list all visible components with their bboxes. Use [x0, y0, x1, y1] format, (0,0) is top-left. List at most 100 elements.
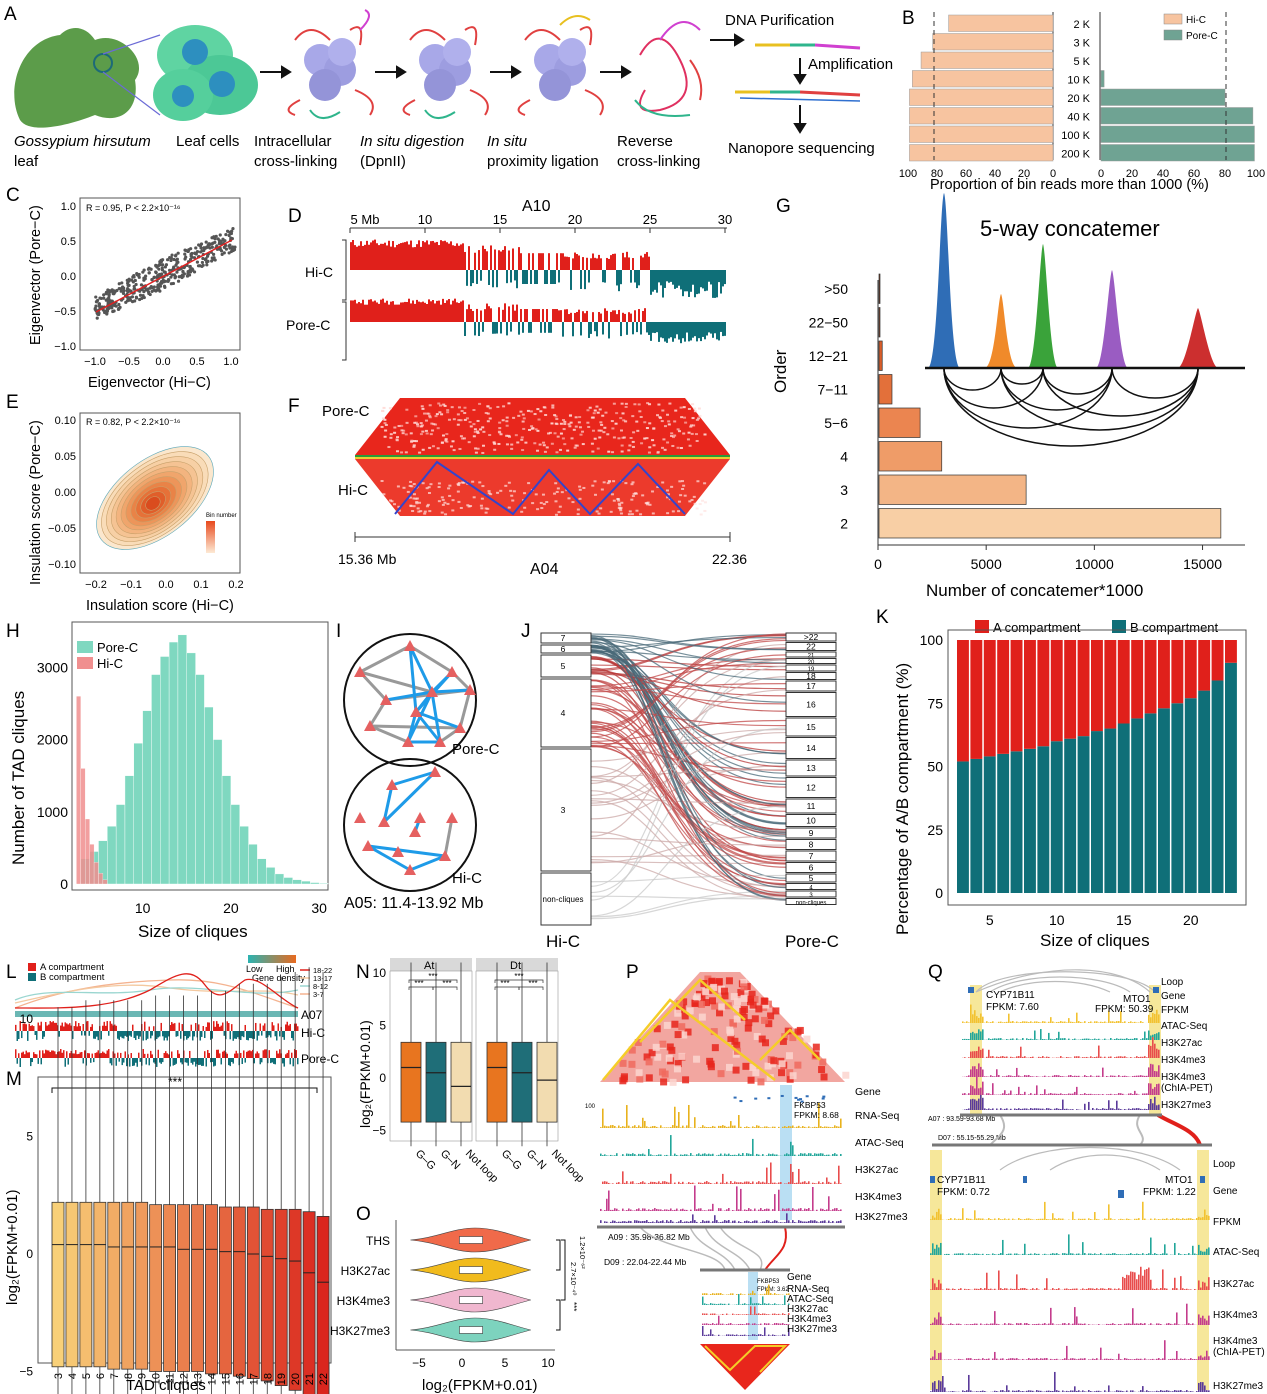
- q-bottom-track-bar: [1088, 1359, 1090, 1360]
- p-track-bar: [616, 1153, 618, 1156]
- l-track-bar: [145, 1058, 147, 1065]
- m-box: [232, 1206, 246, 1377]
- q-top-track-bar: [1102, 1067, 1104, 1077]
- d-track-bar: [464, 322, 466, 336]
- p-track-bar-bottom: [710, 1323, 712, 1325]
- n-xtick: G–N: [438, 1148, 463, 1173]
- j-flow: [590, 708, 787, 727]
- c-point: [210, 259, 214, 263]
- p-track-bar: [614, 1220, 616, 1223]
- p-track-label-bottom: RNA-Seq: [787, 1284, 829, 1295]
- p-track-bar-bottom: [764, 1293, 766, 1295]
- q-bottom-track-bar: [1082, 1390, 1084, 1392]
- l-track-bar: [232, 1058, 234, 1064]
- l-track-bar: [247, 1050, 249, 1058]
- p-track-bar: [746, 1126, 748, 1128]
- l-track-bar: [223, 1050, 225, 1058]
- q-bottom-track-bar: [978, 1218, 980, 1220]
- l-track-bar: [27, 1031, 29, 1041]
- q-top-track-bar: [1004, 1090, 1006, 1095]
- c-point: [146, 267, 151, 271]
- d-track-bar: [528, 322, 530, 333]
- i-node: [426, 686, 438, 697]
- q-bottom-track-bar: [1126, 1358, 1128, 1360]
- q-top-track-bar: [1032, 1039, 1034, 1040]
- q-top-track-bar: [1088, 1022, 1090, 1023]
- j-flow: [590, 689, 787, 796]
- f-noise-dot: [475, 430, 479, 433]
- f-noise-dot: [693, 410, 697, 413]
- d-track-bar: [658, 322, 660, 342]
- q-bottom-track-bar: [1118, 1390, 1120, 1392]
- f-noise-dot: [666, 512, 670, 515]
- p-heat-cell: [779, 1037, 787, 1045]
- p-track-bar-bottom: [720, 1293, 722, 1295]
- d-track-bar: [546, 270, 548, 284]
- l-track-bar: [295, 1050, 297, 1058]
- p-track-bar: [702, 1125, 704, 1128]
- q-bottom-track-bar: [1042, 1218, 1044, 1220]
- d-track-bar: [650, 322, 652, 341]
- l-track-bar: [208, 1022, 210, 1031]
- d-track-bar: [398, 243, 400, 270]
- f-noise-dot: [476, 419, 480, 422]
- q-bottom-track-bar: [934, 1217, 936, 1220]
- q-bottom-track-bar: [1004, 1323, 1006, 1325]
- q-bottom-track-bar: [1190, 1218, 1192, 1220]
- f-noise-dot: [395, 439, 399, 442]
- l-track-bar: [235, 1031, 237, 1039]
- l-track-bar: [297, 1058, 299, 1065]
- k-bar-a: [1184, 640, 1197, 699]
- p-heat-cell: [619, 1077, 627, 1085]
- p-track-bar: [690, 1182, 692, 1184]
- q-top-track-bar: [1130, 1038, 1132, 1040]
- f-noise-dot: [629, 436, 633, 439]
- q-bottom-track-bar: [988, 1324, 990, 1325]
- q-top-track-bar: [978, 1098, 980, 1110]
- p-track-bar-bottom: [732, 1324, 734, 1325]
- p-track-bar: [624, 1182, 626, 1184]
- n-facet-dt-header: [476, 958, 558, 971]
- d-track-bar: [482, 245, 484, 270]
- l-track-bar: [108, 1049, 110, 1058]
- f-noise-dot: [432, 423, 436, 426]
- l-track-bar: [144, 1053, 146, 1058]
- q-bottom-track-bar: [1114, 1253, 1116, 1255]
- p-heat-cell: [740, 983, 748, 991]
- k-bar-b: [1144, 713, 1157, 893]
- q-bottom-track-bar: [1104, 1288, 1106, 1290]
- d-track-bar: [634, 270, 636, 283]
- q-bottom-track-bar: [1056, 1288, 1058, 1290]
- q-bottom-track-bar: [986, 1323, 988, 1325]
- q-bottom-track-bar: [1188, 1391, 1190, 1392]
- c-point: [198, 250, 203, 254]
- p-track-bar: [740, 1188, 742, 1211]
- q-top-track-bar: [1158, 1049, 1160, 1058]
- q-bottom-track-bar: [1030, 1218, 1032, 1220]
- c-point: [188, 264, 192, 269]
- j-right-node-label: 6: [809, 863, 814, 873]
- p-track-bar: [802, 1126, 804, 1128]
- q-top-track-bar: [1054, 1075, 1056, 1077]
- q-bottom-track-bar: [1150, 1391, 1152, 1392]
- q-bottom-track-bar: [1204, 1282, 1206, 1290]
- q-gene2-bottom: MTO1: [1165, 1175, 1193, 1186]
- p-track-bar: [766, 1167, 768, 1184]
- p-heat-cell: [709, 997, 717, 1005]
- q-bottom-track-bar: [1068, 1234, 1070, 1255]
- p-track-bar: [784, 1183, 786, 1184]
- d-track-bar: [570, 312, 572, 322]
- q-top-track-bar: [1158, 1014, 1160, 1023]
- l-track-bar: [61, 1052, 63, 1058]
- q-bottom-track-bar: [1012, 1324, 1014, 1325]
- f-noise-dot: [610, 420, 614, 423]
- p-track-bar: [658, 1221, 660, 1223]
- q-bottom-track-bar: [1152, 1391, 1154, 1392]
- j-flow: [590, 835, 787, 864]
- d-track-bar: [724, 322, 726, 336]
- f-noise-dot: [428, 446, 432, 449]
- p-gene-label-bottom: FKBP53: [757, 1279, 780, 1285]
- d-track-bar: [614, 310, 616, 322]
- f-noise-dot: [689, 425, 693, 428]
- p-track-bar: [838, 1126, 840, 1128]
